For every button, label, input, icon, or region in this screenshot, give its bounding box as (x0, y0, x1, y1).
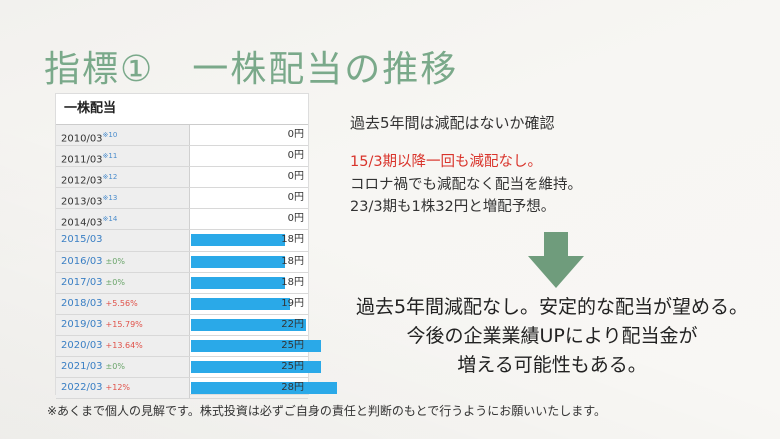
conclusion-line: 増える可能性もある。 (457, 354, 647, 376)
table-row: 2022/03 +12% 28円 (56, 378, 337, 400)
table-rows: 2010/03※10 0円 2011/03※11 0円 2012/03※12 0円 2013… (56, 125, 337, 400)
year-cell: 2016/03 ±0% (56, 251, 190, 272)
year-cell: 2010/03※10 (56, 125, 190, 146)
value-cell: 18円 (191, 230, 308, 250)
table-row: 2012/03※12 0円 (56, 167, 308, 189)
table-row: 2010/03※10 0円 (56, 125, 308, 147)
table-row: 2021/03 ±0% 25円 (56, 357, 322, 379)
year-label: 2022/03 (61, 382, 103, 394)
year-cell: 2014/03※14 (56, 209, 190, 230)
change-rate: +12% (105, 383, 131, 393)
table-row: 2018/03 +5.56% 19円 (56, 293, 308, 315)
year-label: 2014/03 (61, 217, 103, 229)
year-label: 2015/03 (61, 234, 103, 246)
dividend-bar (191, 276, 285, 289)
table-row: 2017/03 ±0% 18円 (56, 272, 308, 294)
value-cell: 19円 (191, 294, 308, 314)
dividend-value: 18円 (281, 234, 304, 246)
year-cell: 2022/03 +12% (56, 378, 190, 399)
table-row: 2011/03※11 0円 (56, 146, 308, 168)
conclusion-line: 今後の企業業績UPにより配当金が (406, 325, 698, 347)
table-row: 2013/03※13 0円 (56, 188, 308, 210)
table-title: 一株配当 (56, 94, 308, 125)
year-cell: 2018/03 +5.56% (56, 293, 190, 314)
footnote-ref[interactable]: ※13 (102, 194, 118, 203)
change-rate: +5.56% (105, 298, 138, 308)
value-cell: 18円 (191, 252, 308, 272)
change-rate: +13.64% (105, 340, 143, 350)
year-label: 2017/03 (61, 276, 103, 288)
table-row: 2015/03 18円 (56, 230, 308, 252)
value-cell: 0円 (191, 146, 308, 166)
year-cell: 2021/03 ±0% (56, 357, 190, 378)
dividend-bar (191, 234, 285, 247)
dividend-bar (191, 255, 285, 268)
year-label: 2011/03 (61, 154, 103, 166)
footnote-ref[interactable]: ※11 (102, 152, 118, 161)
dividend-value: 18円 (281, 255, 304, 267)
page-title: 指標① 一株配当の推移 (44, 49, 459, 90)
dividend-value: 0円 (287, 213, 304, 225)
table-row: 2016/03 ±0% 18円 (56, 251, 308, 273)
table-row: 2020/03 +13.64% 25円 (56, 335, 322, 358)
change-rate: +15.79% (105, 319, 143, 329)
value-cell: 28円 (191, 378, 337, 398)
dividend-value: 0円 (287, 171, 304, 183)
dividend-bar (191, 318, 306, 331)
note-line: コロナ禍でも減配なく配当を維持。 (350, 177, 582, 193)
disclaimer: ※あくまで個人の見解です。株式投資は必ずご自身の責任と判断のもとで行うようにお願… (47, 404, 607, 418)
year-label: 2010/03 (61, 133, 103, 145)
dividend-bar (191, 297, 291, 310)
footnote-ref[interactable]: ※10 (102, 131, 118, 139)
conclusion-line: 過去5年間減配なし。安定的な配当が望める。 (355, 296, 749, 318)
value-cell: 0円 (191, 167, 308, 187)
dividend-bar (191, 382, 337, 395)
dividend-value: 18円 (281, 276, 304, 288)
value-cell: 25円 (191, 336, 322, 356)
year-cell: 2015/03 (56, 230, 190, 251)
dividend-value: 0円 (287, 192, 304, 204)
value-cell: 0円 (191, 209, 308, 229)
year-label: 2020/03 (61, 339, 103, 351)
dividend-value: 25円 (281, 361, 304, 373)
year-cell: 2011/03※11 (56, 146, 190, 167)
dividend-table: 一株配当 2010/03※10 0円 2011/03※11 0円 2012/03※12 0… (55, 93, 337, 400)
year-cell: 2012/03※12 (56, 167, 190, 188)
value-cell: 18円 (191, 273, 308, 293)
dividend-value: 22円 (281, 318, 304, 330)
change-rate: ±0% (105, 256, 125, 266)
dividend-value: 19円 (281, 297, 304, 309)
year-label: 2019/03 (61, 318, 103, 330)
table-row: 2019/03 +15.79% 22円 (56, 314, 308, 336)
year-label: 2012/03 (61, 175, 103, 187)
year-label: 2013/03 (61, 196, 103, 208)
footnote-ref[interactable]: ※12 (102, 173, 118, 182)
dividend-value: 0円 (287, 129, 304, 140)
value-cell: 0円 (191, 188, 308, 208)
year-cell: 2020/03 +13.64% (56, 335, 190, 357)
table-row: 2014/03※14 0円 (56, 209, 308, 231)
change-rate: ±0% (105, 277, 125, 287)
dividend-value: 25円 (281, 339, 304, 351)
value-cell: 22円 (191, 315, 308, 335)
dividend-value: 28円 (281, 382, 304, 394)
change-rate: ±0% (105, 362, 125, 372)
value-cell: 25円 (191, 357, 322, 377)
footnote-ref[interactable]: ※14 (102, 215, 118, 224)
value-cell: 0円 (191, 125, 308, 145)
dividend-value: 0円 (287, 150, 304, 162)
check-heading: 過去5年間は減配はないか確認 (350, 114, 555, 132)
dividend-bar (191, 361, 322, 374)
year-label: 2018/03 (61, 297, 103, 309)
year-label: 2016/03 (61, 255, 103, 267)
year-cell: 2019/03 +15.79% (56, 314, 190, 335)
conclusion: 過去5年間減配なし。安定的な配当が望める。 今後の企業業績UPにより配当金が 増… (332, 293, 772, 380)
down-arrow-icon (528, 232, 584, 288)
dividend-bar (191, 339, 322, 352)
year-label: 2021/03 (61, 361, 103, 373)
year-cell: 2013/03※13 (56, 188, 190, 209)
note-line: 23/3期も1株32円と増配予想。 (350, 199, 556, 215)
year-cell: 2017/03 ±0% (56, 272, 190, 293)
highlight-text: 15/3期以降一回も減配なし。 (350, 154, 543, 170)
